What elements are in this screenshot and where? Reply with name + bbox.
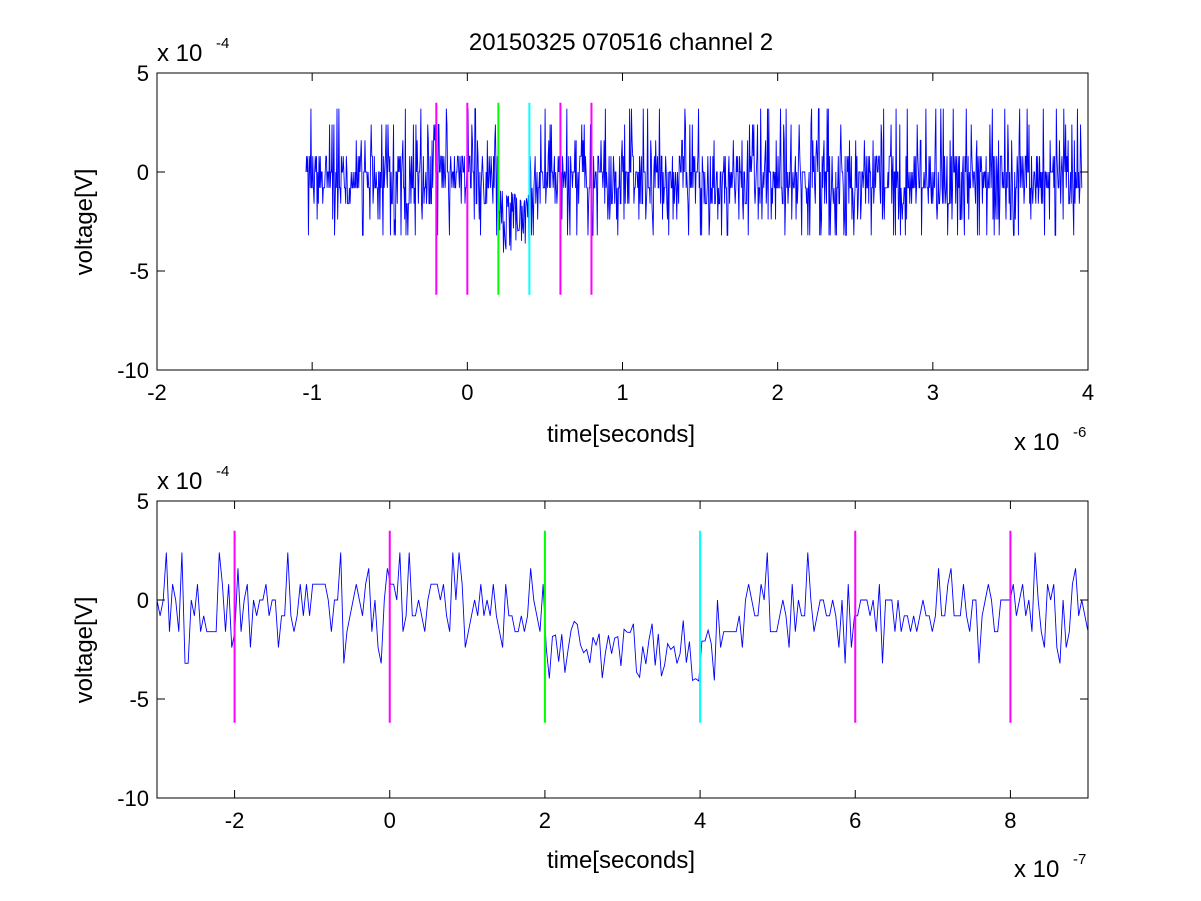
top-y-axis-label: voltage[V] bbox=[71, 169, 98, 276]
y-tick-label: -5 bbox=[129, 687, 149, 712]
y-tick-label: 0 bbox=[137, 160, 149, 185]
top-y-exponent: -4 bbox=[216, 35, 229, 52]
bottom-y-multiplier: x 10 bbox=[157, 468, 202, 495]
top-axes-box bbox=[156, 72, 1089, 371]
bottom-y-ticks: -10 -5 0 5 bbox=[117, 489, 1088, 811]
top-x-multiplier: x 10 bbox=[1014, 429, 1059, 456]
x-tick-label: 0 bbox=[461, 380, 473, 405]
top-x-exponent: -6 bbox=[1073, 424, 1086, 441]
x-tick-label: 0 bbox=[384, 808, 396, 833]
x-tick-label: -2 bbox=[147, 380, 167, 405]
y-tick-label: 0 bbox=[137, 588, 149, 613]
x-tick-label: 3 bbox=[927, 380, 939, 405]
top-x-ticks: -2 -1 0 1 2 3 4 bbox=[147, 73, 1094, 405]
y-tick-label: -10 bbox=[117, 786, 149, 811]
bottom-plot-area bbox=[156, 530, 1089, 723]
y-tick-label: 5 bbox=[137, 61, 149, 86]
y-tick-label: -10 bbox=[117, 358, 149, 383]
x-tick-label: 2 bbox=[772, 380, 784, 405]
top-y-ticks: -10 -5 0 5 bbox=[117, 61, 1088, 383]
x-tick-label: 1 bbox=[616, 380, 628, 405]
x-tick-label: 4 bbox=[694, 808, 706, 833]
top-plot-area bbox=[305, 102, 1083, 295]
chart-title: 20150325 070516 channel 2 bbox=[469, 29, 773, 56]
signal-trace-line bbox=[305, 108, 1083, 253]
y-tick-label: 5 bbox=[137, 489, 149, 514]
bottom-x-axis-label: time[seconds] bbox=[547, 847, 695, 874]
signal-trace-line bbox=[156, 552, 1089, 682]
bottom-y-axis-label: voltage[V] bbox=[71, 597, 98, 704]
x-tick-label: 2 bbox=[539, 808, 551, 833]
top-x-axis-label: time[seconds] bbox=[547, 421, 695, 448]
x-tick-label: -1 bbox=[302, 380, 322, 405]
bottom-y-exponent: -4 bbox=[216, 463, 229, 480]
y-tick-label: -5 bbox=[129, 259, 149, 284]
bottom-x-multiplier: x 10 bbox=[1014, 856, 1059, 883]
x-tick-label: 4 bbox=[1082, 380, 1094, 405]
x-tick-label: 8 bbox=[1004, 808, 1016, 833]
bottom-x-ticks: -2 0 2 4 6 8 bbox=[225, 501, 1017, 833]
top-y-multiplier: x 10 bbox=[157, 40, 202, 67]
bottom-x-exponent: -7 bbox=[1073, 851, 1086, 868]
bottom-subplot: -2 0 2 4 6 8 -10 -5 0 5 time[seconds] voltage[V]… bbox=[71, 463, 1089, 883]
top-subplot: 20150325 070516 channel 2 -2 -1 0 1 2 3 4 -10-… bbox=[71, 29, 1094, 456]
x-tick-label: 6 bbox=[849, 808, 861, 833]
x-tick-label: -2 bbox=[225, 808, 245, 833]
